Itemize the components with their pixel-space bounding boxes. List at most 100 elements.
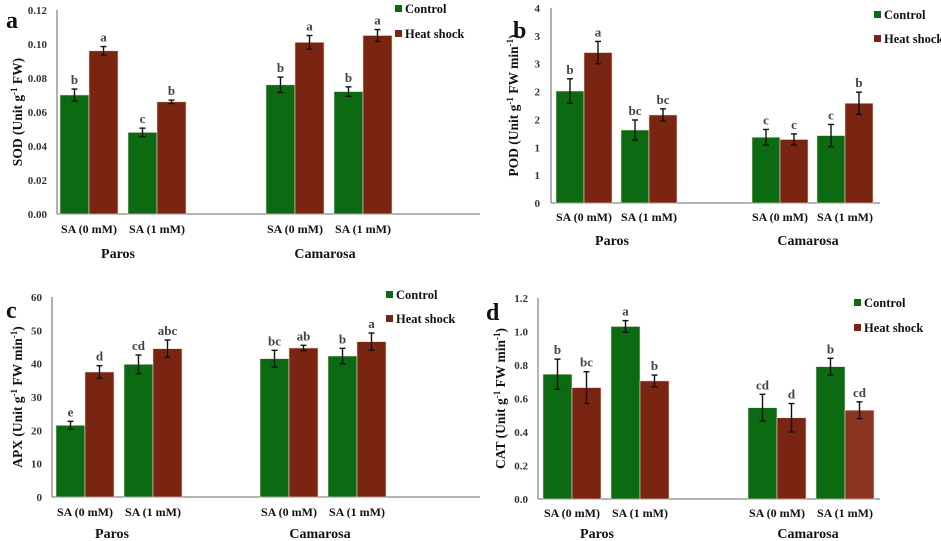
y-axis-title-text: ) — [506, 34, 521, 39]
y-axis-title-text: FW min — [506, 46, 521, 97]
y-tick-label: 0 — [37, 492, 43, 504]
bar-control — [123, 364, 154, 498]
legend: Control Heat shock — [395, 2, 464, 41]
significance-letter: b — [827, 341, 834, 356]
significance-letter: c — [828, 107, 834, 122]
legend-swatch-heat-shock — [386, 315, 393, 322]
legend: Control Heat shock — [386, 288, 455, 326]
y-tick-label: 3 — [535, 31, 541, 43]
bar-heat-shock — [84, 371, 115, 498]
bar-heat-shock — [152, 348, 183, 498]
legend-swatch-control — [854, 299, 861, 306]
y-axis-title-text: SOD (Unit g — [10, 95, 25, 167]
y-tick-label: 0.8 — [514, 360, 528, 372]
panel-label: d — [486, 300, 500, 326]
bar-heat-shock — [356, 341, 387, 498]
y-tick-label: 0.10 — [28, 39, 48, 51]
y-axis-title-text: FW min — [10, 338, 25, 389]
x-tick-label: SA (1 mM) — [125, 505, 181, 519]
bar-heat-shock — [571, 387, 602, 500]
group-label: Paros — [101, 247, 136, 262]
significance-letter: cd — [756, 377, 770, 392]
significance-letter: cd — [853, 385, 867, 400]
bar-control — [620, 129, 650, 204]
x-tick-label: SA (0 mM) — [752, 210, 808, 224]
y-tick-label: 0.0 — [514, 494, 528, 506]
bar-control — [747, 407, 778, 500]
y-tick-label: 10 — [31, 459, 43, 471]
significance-letter: bc — [268, 333, 281, 348]
x-tick-label: SA (0 mM) — [261, 505, 317, 519]
legend-label-heat-shock: Heat shock — [864, 321, 923, 335]
x-tick-label: SA (0 mM) — [61, 222, 117, 236]
y-axis-title-text: FW) — [10, 58, 25, 88]
y-axis-title: APX (Unit g-1 FW min-1) — [9, 326, 25, 468]
significance-letter: b — [277, 60, 284, 75]
bar-control — [327, 355, 358, 498]
significance-letter: a — [595, 24, 602, 39]
group-label: Paros — [95, 527, 130, 541]
y-tick-label: 50 — [31, 325, 43, 337]
y-tick-label: 0.6 — [514, 394, 528, 406]
bar-heat-shock — [844, 102, 874, 204]
y-tick-label: 1.2 — [514, 293, 528, 305]
bar-control — [59, 94, 90, 215]
legend: Control Heat shock — [854, 296, 923, 335]
group-label: Paros — [595, 234, 630, 249]
bar-heat-shock — [844, 409, 875, 500]
y-tick-label: 0 — [535, 198, 541, 210]
y-axis-title-text: POD (Unit g — [506, 104, 521, 176]
y-tick-label: 30 — [31, 392, 43, 404]
panel-label: b — [513, 18, 526, 44]
y-axis-title-text: APX (Unit g — [10, 396, 25, 467]
x-tick-label: SA (1 mM) — [817, 210, 873, 224]
legend-label-heat-shock: Heat shock — [884, 32, 941, 46]
x-tick-label: SA (1 mM) — [817, 506, 873, 520]
bar-heat-shock — [294, 41, 325, 215]
y-axis-title-text: ) — [10, 326, 25, 331]
bar-heat-shock — [362, 35, 393, 215]
significance-letter: c — [140, 111, 146, 126]
y-tick-label: 1 — [535, 142, 541, 154]
y-tick-label: 0.2 — [514, 461, 528, 473]
bar-control — [751, 136, 781, 204]
legend-label-control: Control — [864, 296, 906, 310]
significance-letter: b — [554, 342, 561, 357]
significance-letter: cd — [132, 338, 146, 353]
significance-letter: bc — [629, 103, 642, 118]
y-tick-label: 40 — [31, 359, 43, 371]
panel-label: a — [6, 8, 18, 34]
legend-swatch-heat-shock — [874, 35, 881, 42]
significance-letter: bc — [657, 92, 670, 107]
legend-swatch-control — [874, 11, 881, 18]
legend-label-heat-shock: Heat shock — [396, 312, 455, 326]
significance-letter: abc — [158, 323, 178, 338]
y-tick-label: 0.06 — [28, 107, 48, 119]
panel-label: c — [6, 298, 17, 324]
x-tick-label: SA (0 mM) — [544, 506, 600, 520]
bar-heat-shock — [648, 114, 678, 204]
significance-letter: d — [96, 349, 104, 364]
bar-control — [55, 425, 86, 498]
significance-letter: b — [651, 358, 658, 373]
bar-control — [333, 91, 364, 215]
significance-letter: a — [100, 30, 107, 45]
significance-letter: c — [791, 117, 797, 132]
bar-control — [259, 358, 290, 498]
legend-swatch-heat-shock — [854, 324, 861, 331]
group-label: Paros — [580, 527, 615, 541]
legend-label-control: Control — [884, 8, 926, 22]
y-axis-title-text: FW min — [493, 340, 508, 391]
significance-letter: b — [339, 331, 346, 346]
y-axis-title-superscript: -1 — [505, 97, 515, 105]
legend-swatch-control — [386, 291, 393, 298]
significance-letter: a — [306, 19, 313, 34]
x-tick-label: SA (1 mM) — [335, 222, 391, 236]
significance-letter: e — [68, 404, 74, 419]
bar-heat-shock — [156, 101, 187, 215]
x-tick-label: SA (0 mM) — [57, 505, 113, 519]
legend-label-heat-shock: Heat shock — [405, 27, 464, 41]
